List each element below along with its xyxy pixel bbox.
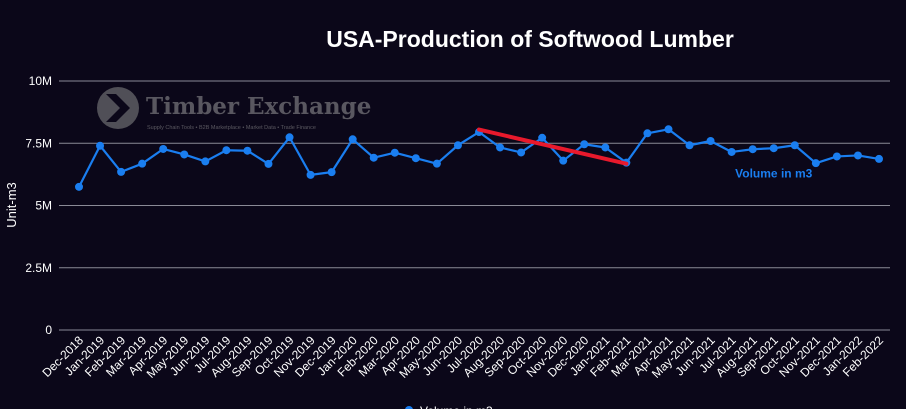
chart-title: USA-Production of Softwood Lumber <box>326 26 734 52</box>
data-point[interactable] <box>453 141 462 150</box>
grid <box>59 80 890 331</box>
data-point[interactable] <box>811 159 820 168</box>
data-point[interactable] <box>685 141 694 150</box>
data-point[interactable] <box>264 159 273 168</box>
legend-label[interactable]: Volume in m3 <box>420 404 493 409</box>
data-point[interactable] <box>559 156 568 165</box>
legend[interactable]: Volume in m3 <box>405 404 493 409</box>
data-point[interactable] <box>348 135 357 144</box>
data-point[interactable] <box>769 144 778 153</box>
data-point[interactable] <box>517 148 526 157</box>
data-point[interactable] <box>159 144 168 153</box>
annotation-label: Volume in m3 <box>735 167 812 181</box>
data-point[interactable] <box>390 148 399 157</box>
x-axis-ticks: Dec-2018Jan-2019Feb-2019Mar-2019Apr-2019… <box>39 333 886 381</box>
data-point[interactable] <box>601 143 610 152</box>
data-point[interactable] <box>496 143 505 152</box>
data-point[interactable] <box>538 133 547 142</box>
data-point[interactable] <box>327 168 336 177</box>
y-axis-ticks: 0 2.5M 5M 7.5M 10M <box>25 74 52 337</box>
data-point[interactable] <box>75 182 83 191</box>
data-point[interactable] <box>580 140 589 149</box>
data-point[interactable] <box>748 145 757 154</box>
data-point[interactable] <box>306 170 315 179</box>
data-point[interactable] <box>201 157 210 166</box>
data-point[interactable] <box>853 151 862 160</box>
y-tick-label: 10M <box>29 74 52 88</box>
annotations: Volume in m3 <box>477 127 813 181</box>
y-tick-label: 7.5M <box>25 136 52 150</box>
data-point[interactable] <box>96 141 105 150</box>
data-point[interactable] <box>727 147 736 156</box>
data-point[interactable] <box>285 133 294 142</box>
data-point[interactable] <box>243 146 252 155</box>
data-point[interactable] <box>411 154 420 163</box>
data-point[interactable] <box>138 159 147 168</box>
data-point[interactable] <box>222 146 231 155</box>
data-point[interactable] <box>832 152 841 161</box>
data-point[interactable] <box>664 125 673 134</box>
data-point[interactable] <box>369 153 378 162</box>
logo-chevron-icon <box>106 94 130 122</box>
data-point[interactable] <box>790 141 799 150</box>
y-tick-label: 5M <box>35 199 52 213</box>
watermark-tagline: Supply Chain Tools • B2B Marketplace • M… <box>147 125 316 131</box>
data-point[interactable] <box>643 129 652 138</box>
data-point[interactable] <box>432 159 441 168</box>
data-point[interactable] <box>117 167 126 176</box>
series-points <box>75 125 883 191</box>
data-point[interactable] <box>706 137 715 146</box>
watermark-brand: Timber Exchange <box>146 93 371 120</box>
data-point[interactable] <box>875 154 883 163</box>
trend-line <box>477 127 629 166</box>
y-tick-label: 2.5M <box>25 261 52 275</box>
watermark-logo: Timber Exchange Supply Chain Tools • B2B… <box>97 87 371 131</box>
legend-marker[interactable] <box>405 406 413 409</box>
data-point[interactable] <box>180 150 189 159</box>
y-axis-label: Unit-m3 <box>4 182 19 228</box>
logo-circle-icon <box>97 87 139 129</box>
y-tick-label: 0 <box>45 323 52 337</box>
